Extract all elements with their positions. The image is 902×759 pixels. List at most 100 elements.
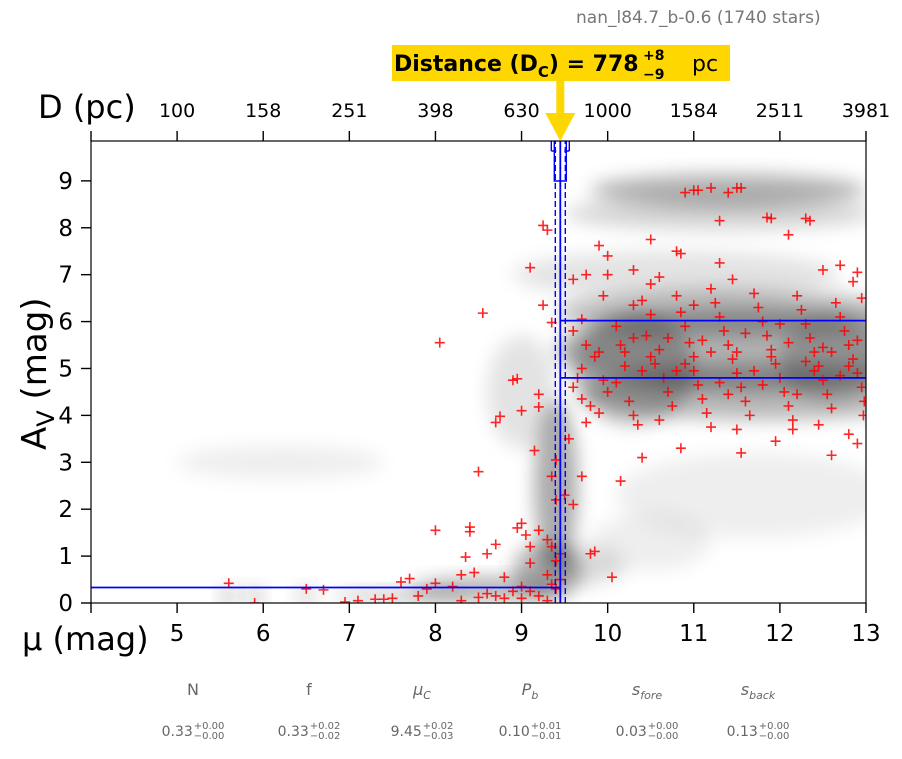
star-marker: [675, 248, 686, 259]
star-marker: [576, 471, 587, 482]
star-marker: [731, 424, 742, 435]
star-marker: [516, 405, 527, 416]
star-marker: [839, 325, 850, 336]
stat-name: sfore: [631, 680, 663, 703]
star-marker: [495, 411, 506, 422]
star-marker: [602, 386, 613, 397]
star-marker: [654, 415, 665, 426]
star-marker: [662, 386, 673, 397]
star-marker: [701, 408, 712, 419]
star-marker: [619, 361, 630, 372]
star-marker: [430, 525, 441, 536]
star-marker: [645, 234, 656, 245]
star-marker: [611, 377, 622, 388]
star-marker: [568, 382, 579, 393]
star-marker: [628, 300, 639, 311]
star-marker: [568, 274, 579, 285]
star-marker: [637, 295, 648, 306]
star-marker: [301, 583, 312, 594]
star-marker: [671, 246, 682, 257]
stat-value: 9.45 +0.02 −0.03: [390, 721, 454, 742]
star-marker: [576, 314, 587, 325]
star-marker: [792, 290, 803, 301]
star-marker: [736, 447, 747, 458]
star-marker: [740, 328, 751, 339]
star-marker: [538, 220, 549, 231]
star-marker: [830, 297, 841, 308]
star-marker: [706, 422, 716, 433]
star-marker: [520, 529, 531, 540]
star-markers: [223, 182, 866, 603]
star-marker: [848, 354, 859, 365]
distance-annotation: Distance (DC) = 778 +8 −9 pc: [392, 45, 730, 141]
star-marker: [602, 250, 613, 261]
star-marker: [697, 335, 708, 346]
model-lines: [91, 141, 866, 603]
star-marker: [477, 308, 488, 319]
star-marker: [490, 539, 501, 550]
parameter-stats: N 0.33 +0.00 −0.00 f 0.33 +0.02 −0.02 μC 9.45 +0.0…: [0, 670, 902, 759]
x-tick-label: 5: [170, 621, 185, 647]
star-marker: [525, 558, 536, 569]
star-marker: [490, 590, 501, 601]
x-axis-label: μ (mag): [22, 620, 149, 658]
star-marker: [843, 361, 854, 372]
star-marker: [671, 365, 682, 376]
y-tick-label: 1: [58, 544, 73, 570]
star-marker: [787, 415, 798, 426]
star-marker: [516, 581, 527, 592]
region-title: nan_l84.7_b-0.6 (1740 stars): [576, 8, 821, 28]
star-marker: [817, 264, 828, 275]
distance-box-bg: [392, 45, 730, 81]
star-marker: [688, 351, 699, 362]
star-marker: [753, 302, 764, 313]
star-marker: [817, 342, 828, 353]
density-blob: [487, 335, 556, 449]
x-tick-label: 7: [342, 621, 357, 647]
star-marker: [805, 215, 816, 226]
top-tick-label: 100: [159, 100, 195, 122]
top-tick-label: 2511: [756, 100, 804, 122]
density-blob: [573, 312, 694, 425]
stat-name: Pb: [521, 680, 539, 703]
star-marker: [594, 240, 605, 251]
star-marker: [770, 436, 781, 447]
star-marker: [396, 576, 406, 587]
star-marker: [783, 337, 794, 348]
x-tick-label: 8: [428, 621, 443, 647]
star-marker: [723, 187, 734, 198]
stat-value: 0.33 +0.02 −0.02: [277, 721, 341, 742]
star-marker: [858, 410, 866, 421]
star-marker: [340, 597, 351, 603]
y-tick-label: 6: [58, 310, 73, 336]
x-tick-label: 11: [679, 621, 708, 647]
star-marker: [714, 215, 725, 226]
x-tick-label: 13: [851, 621, 880, 647]
star-marker: [645, 279, 656, 290]
density-blob: [295, 586, 317, 603]
star-marker: [766, 213, 777, 224]
star-marker: [611, 321, 622, 332]
distance-arrow-head: [545, 113, 576, 141]
star-marker: [796, 304, 807, 315]
top-tick-label: 398: [417, 100, 453, 122]
star-marker: [473, 466, 484, 477]
star-marker: [589, 546, 600, 557]
star-marker: [456, 569, 467, 580]
star-marker: [318, 584, 329, 595]
star-marker: [852, 267, 863, 278]
star-marker: [525, 262, 536, 273]
star-marker: [469, 567, 480, 578]
star-marker: [533, 525, 544, 536]
star-marker: [779, 386, 790, 397]
star-marker: [606, 572, 617, 583]
star-marker: [706, 347, 716, 358]
star-marker: [482, 588, 493, 599]
star-marker: [835, 260, 846, 271]
star-marker: [723, 340, 734, 351]
x-tick-label: 10: [593, 621, 622, 647]
top-tick-label: 3981: [842, 100, 890, 122]
distance-label: Distance (DC) = 778: [394, 52, 639, 81]
star-marker: [512, 373, 523, 384]
